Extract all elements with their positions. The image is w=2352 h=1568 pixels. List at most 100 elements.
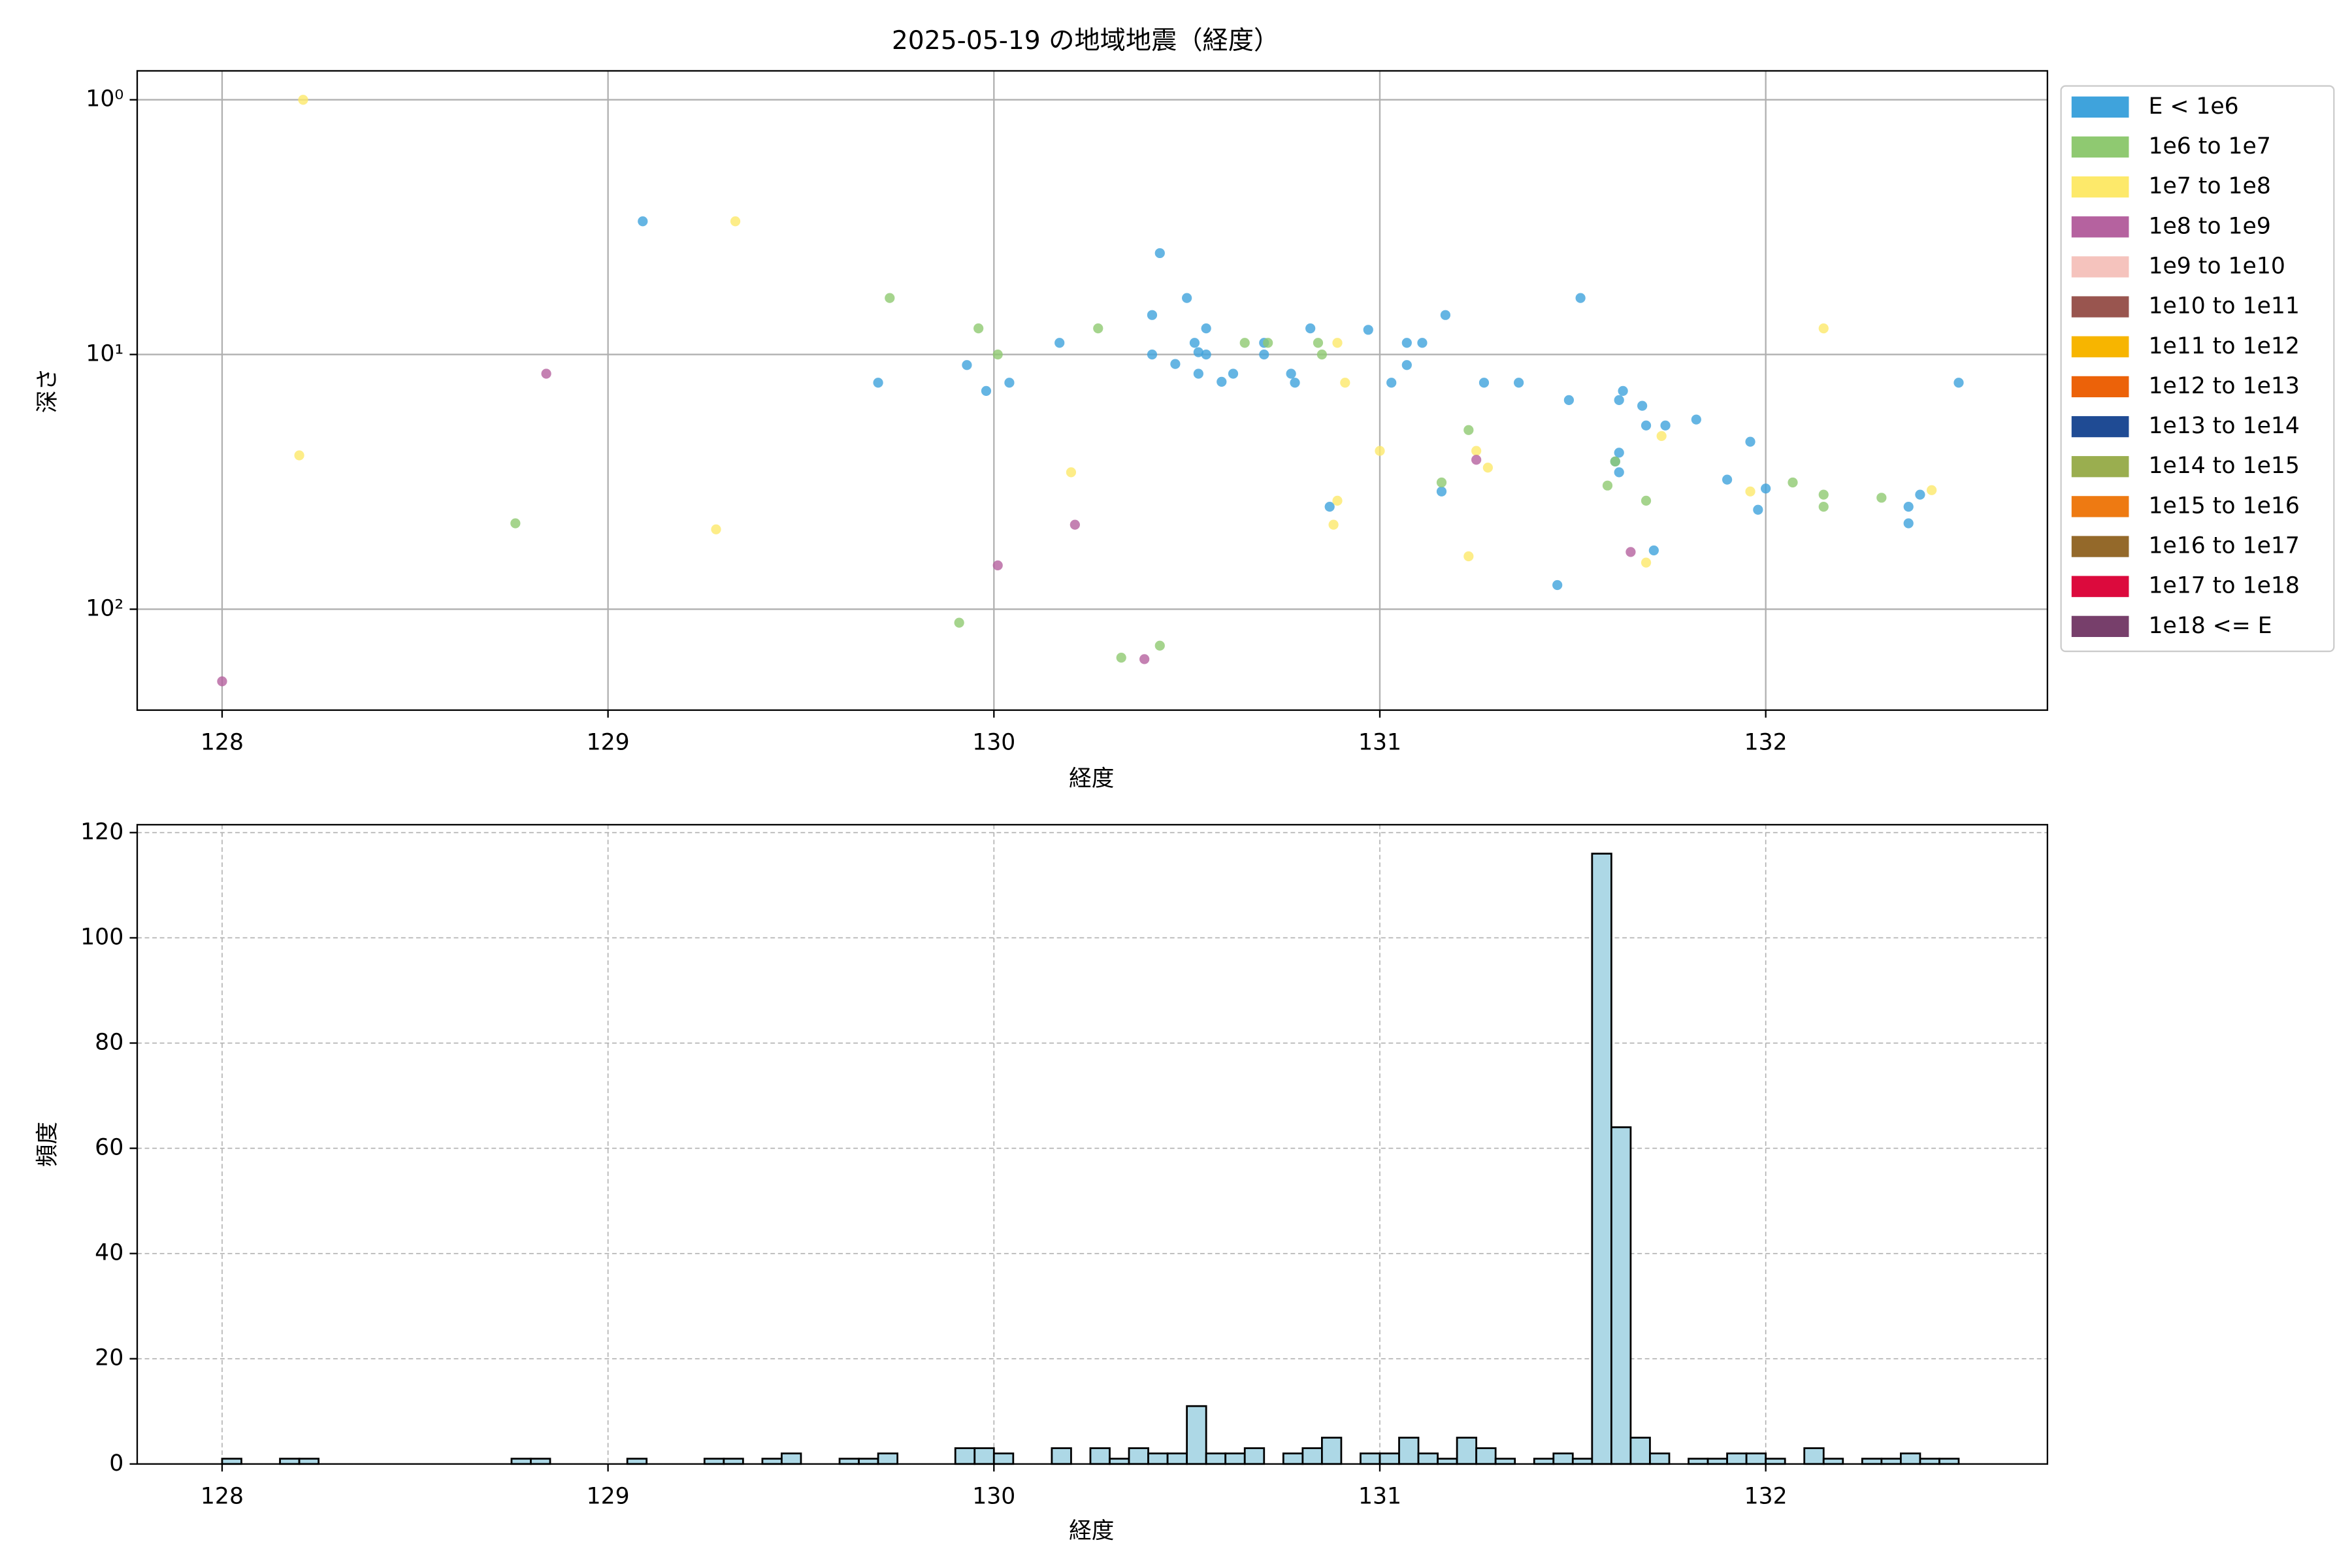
legend-label: 1e10 to 1e11 (2148, 293, 2299, 319)
scatter-point (541, 368, 551, 379)
scatter-point (1417, 338, 1428, 348)
scatter-point (1193, 368, 1203, 379)
histogram-bar (1533, 1458, 1555, 1465)
scatter-point (1259, 349, 1269, 360)
scatter-point (1154, 640, 1165, 651)
histogram-bar (954, 1447, 976, 1465)
histogram-bar (298, 1458, 320, 1465)
legend-swatch (2071, 336, 2129, 357)
scatter-point (1286, 368, 1296, 379)
histogram-bar (1745, 1452, 1767, 1465)
histogram-bar (1475, 1447, 1497, 1465)
histogram-bar (510, 1458, 532, 1465)
scatter-point (1340, 378, 1350, 388)
legend-label: 1e14 to 1e15 (2148, 453, 2299, 479)
scatter-point (1818, 489, 1829, 500)
y-tick-label: 100 (80, 924, 123, 950)
scatter-point (1147, 349, 1158, 360)
scatter-point (510, 518, 521, 529)
histogram-bar (1398, 1437, 1420, 1465)
scatter-point (1745, 436, 1756, 447)
histogram-bar (1437, 1458, 1458, 1465)
scatter-point (1170, 359, 1181, 369)
scatter-point (1953, 378, 1964, 388)
scatter-point (294, 450, 304, 461)
histogram-bar (1552, 1452, 1574, 1465)
scatter-point (730, 216, 741, 227)
scatter-point (1648, 545, 1659, 556)
y-tick-label: 0 (109, 1450, 123, 1477)
histogram-bar (1900, 1452, 1921, 1465)
legend-swatch (2071, 256, 2129, 278)
histogram-bar (1360, 1452, 1381, 1465)
scatter-point (1066, 467, 1077, 478)
legend-label: 1e6 to 1e7 (2148, 133, 2270, 159)
scatter-point (1691, 414, 1701, 425)
scatter-point (962, 360, 972, 370)
scatter-point (1471, 446, 1482, 456)
x-tick-label: 129 (587, 1484, 630, 1510)
scatter-point (1189, 338, 1200, 348)
y-tick-label: 10¹ (86, 341, 123, 367)
histogram-bar (1128, 1447, 1149, 1465)
scatter-point (1482, 463, 1493, 473)
y-tick-label: 120 (80, 819, 123, 845)
histogram-bar (877, 1452, 899, 1465)
legend-swatch (2071, 576, 2129, 597)
histogram-bar (1379, 1452, 1400, 1465)
scatter-point (1201, 349, 1211, 360)
legend-swatch (2071, 216, 2129, 238)
x-tick-label: 128 (201, 730, 244, 756)
legend-swatch (2071, 496, 2129, 517)
scatter-point (992, 349, 1003, 360)
histogram-bar (1417, 1452, 1439, 1465)
scatter-point (1217, 376, 1227, 387)
legend-label: 1e12 to 1e13 (2148, 373, 2299, 399)
scatter-point (1761, 483, 1771, 494)
histogram-bar (723, 1458, 744, 1465)
scatter-point (1363, 325, 1373, 335)
scatter-point (1386, 378, 1397, 388)
legend-swatch (2071, 536, 2129, 557)
histogram-bar (761, 1458, 783, 1465)
legend-label: E < 1e6 (2148, 93, 2238, 120)
histogram-bar (1166, 1452, 1188, 1465)
histogram-bar (781, 1452, 802, 1465)
y-axis-label: 頻度 (35, 1122, 61, 1167)
histogram-bar (1205, 1452, 1227, 1465)
histogram-bar (1301, 1447, 1323, 1465)
scatter-point (711, 524, 721, 534)
scatter-point (1602, 480, 1613, 491)
scatter-point (1614, 448, 1624, 458)
histogram-bar (992, 1452, 1015, 1465)
scatter-point (1154, 248, 1165, 259)
legend-swatch (2071, 456, 2129, 478)
legend-label: 1e7 to 1e8 (2148, 173, 2270, 199)
y-axis-label: 深さ (35, 368, 61, 413)
histogram-bar (1803, 1447, 1825, 1465)
scatter-point (1228, 368, 1239, 379)
scatter-point (981, 385, 992, 396)
histogram-bar (1109, 1458, 1130, 1465)
scatter-point (1436, 486, 1447, 497)
scatter-point (1332, 338, 1343, 348)
scatter-point (1927, 485, 1937, 495)
histogram-bar (1610, 1126, 1632, 1465)
scatter-point (1375, 446, 1385, 456)
y-tick-label: 10² (86, 595, 123, 621)
scatter-point (1818, 501, 1829, 512)
legend-swatch (2071, 376, 2129, 398)
histogram-bar (1571, 1458, 1593, 1465)
y-tick-label: 20 (95, 1345, 123, 1371)
histogram-bar (1726, 1452, 1748, 1465)
x-tick-label: 130 (972, 1484, 1015, 1510)
histogram-bar (530, 1458, 551, 1465)
histogram-bar (626, 1458, 648, 1465)
histogram-bar (703, 1458, 725, 1465)
histogram-bar (1919, 1458, 1940, 1465)
scatter-point (1563, 395, 1575, 405)
scatter-point (1463, 425, 1474, 435)
x-tick-label: 131 (1358, 730, 1401, 756)
scatter-point (1440, 310, 1451, 320)
